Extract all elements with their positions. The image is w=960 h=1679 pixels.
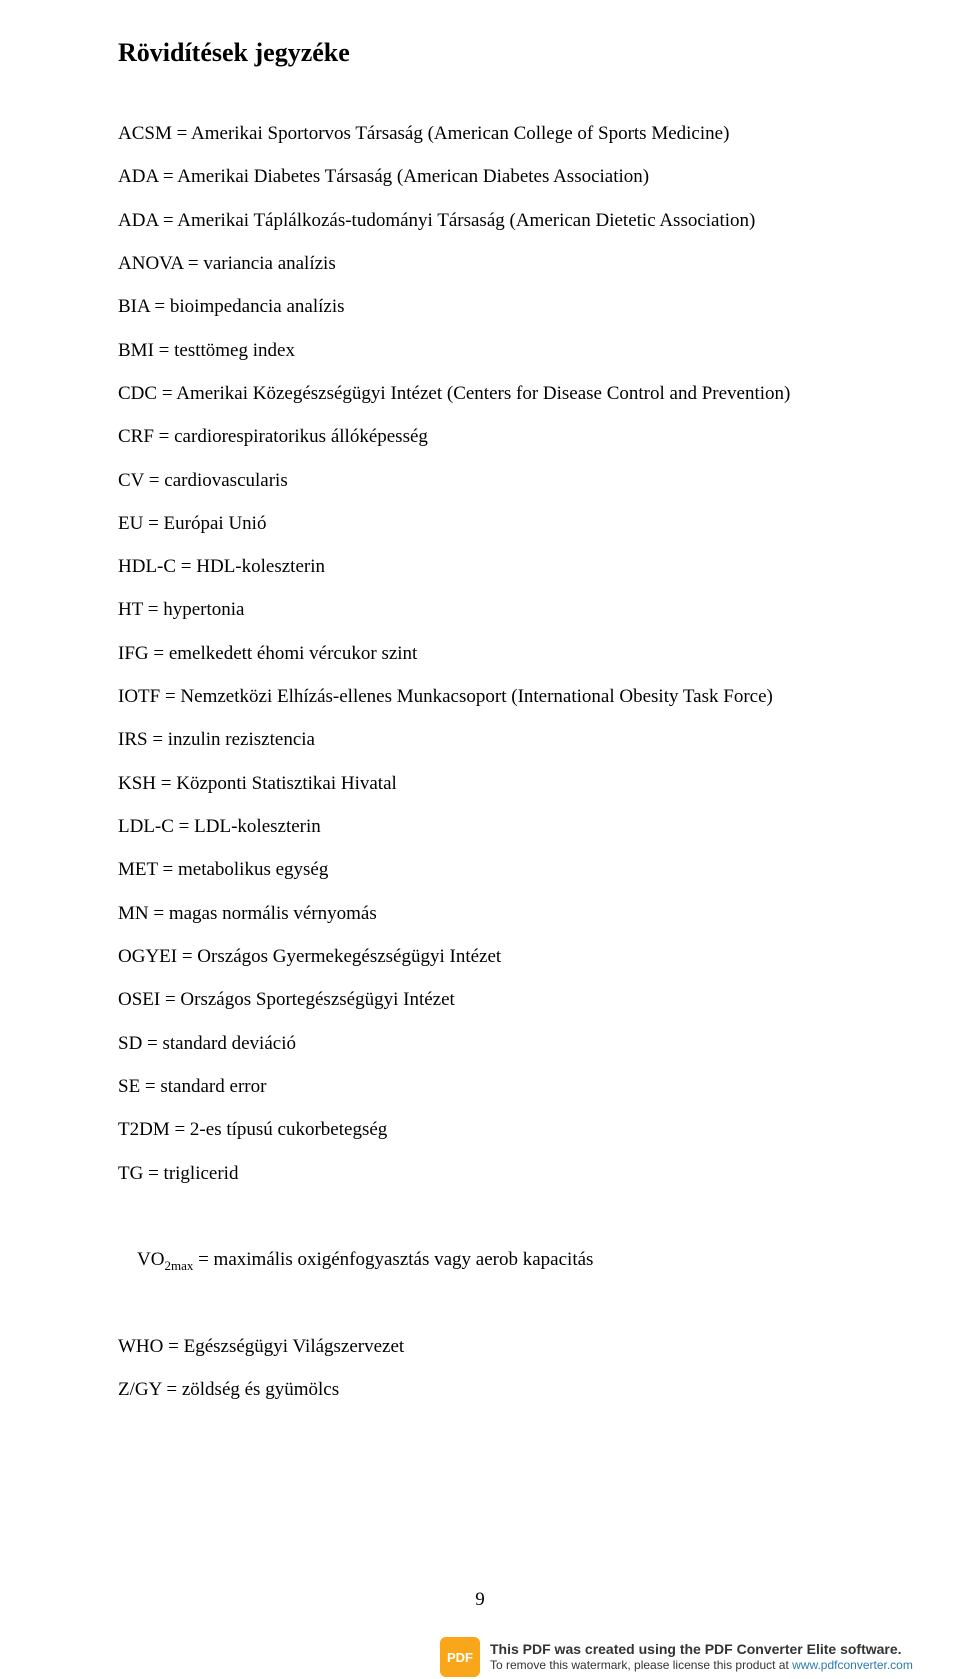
list-item: ACSM = Amerikai Sportorvos Társaság (Ame… bbox=[118, 112, 850, 155]
list-item: CDC = Amerikai Közegészségügyi Intézet (… bbox=[118, 372, 850, 415]
list-item: ANOVA = variancia analízis bbox=[118, 242, 850, 285]
list-item: OGYEI = Országos Gyermekegészségügyi Int… bbox=[118, 935, 850, 978]
list-item: CRF = cardiorespiratorikus állóképesség bbox=[118, 415, 850, 458]
list-item: T2DM = 2-es típusú cukorbetegség bbox=[118, 1108, 850, 1151]
list-item: ADA = Amerikai Táplálkozás-tudományi Tár… bbox=[118, 199, 850, 242]
list-item: CV = cardiovascularis bbox=[118, 459, 850, 502]
list-item: WHO = Egészségügyi Világszervezet bbox=[118, 1325, 850, 1368]
abbreviation-list: ACSM = Amerikai Sportorvos Társaság (Ame… bbox=[118, 112, 850, 1411]
pdf-watermark: PDF This PDF was created using the PDF C… bbox=[440, 1635, 960, 1679]
vo2max-suffix: = maximális oxigénfogyasztás vagy aerob … bbox=[193, 1249, 593, 1270]
list-item: IFG = emelkedett éhomi vércukor szint bbox=[118, 632, 850, 675]
list-item: SE = standard error bbox=[118, 1065, 850, 1108]
list-item: EU = Európai Unió bbox=[118, 502, 850, 545]
vo2max-subscript: 2max bbox=[164, 1258, 193, 1273]
list-item: ADA = Amerikai Diabetes Társaság (Americ… bbox=[118, 155, 850, 198]
list-item: IRS = inzulin rezisztencia bbox=[118, 718, 850, 761]
list-item: BIA = bioimpedancia analízis bbox=[118, 285, 850, 328]
list-item: KSH = Központi Statisztikai Hivatal bbox=[118, 762, 850, 805]
list-item: Z/GY = zöldség és gyümölcs bbox=[118, 1368, 850, 1411]
list-item: HT = hypertonia bbox=[118, 588, 850, 631]
list-item: HDL-C = HDL-koleszterin bbox=[118, 545, 850, 588]
pdf-icon: PDF bbox=[440, 1637, 480, 1677]
watermark-text: This PDF was created using the PDF Conve… bbox=[490, 1641, 913, 1674]
list-item: MET = metabolikus egység bbox=[118, 848, 850, 891]
pdf-icon-label: PDF bbox=[447, 1650, 473, 1665]
list-item: OSEI = Országos Sportegészségügyi Intéze… bbox=[118, 978, 850, 1021]
list-item: IOTF = Nemzetközi Elhízás-ellenes Munkac… bbox=[118, 675, 850, 718]
list-item: VO2max = maximális oxigénfogyasztás vagy… bbox=[118, 1195, 850, 1325]
list-item: TG = triglicerid bbox=[118, 1152, 850, 1195]
watermark-line2: To remove this watermark, please license… bbox=[490, 1658, 913, 1673]
list-item: MN = magas normális vérnyomás bbox=[118, 892, 850, 935]
page-number: 9 bbox=[0, 1589, 960, 1611]
watermark-line1: This PDF was created using the PDF Conve… bbox=[490, 1641, 913, 1659]
vo2max-prefix: VO bbox=[137, 1249, 164, 1270]
page-title: Rövidítések jegyzéke bbox=[118, 38, 850, 68]
list-item: LDL-C = LDL-koleszterin bbox=[118, 805, 850, 848]
watermark-link[interactable]: www.pdfconverter.com bbox=[792, 1658, 913, 1672]
list-item: BMI = testtömeg index bbox=[118, 329, 850, 372]
watermark-line2-prefix: To remove this watermark, please license… bbox=[490, 1658, 792, 1672]
list-item: SD = standard deviáció bbox=[118, 1022, 850, 1065]
